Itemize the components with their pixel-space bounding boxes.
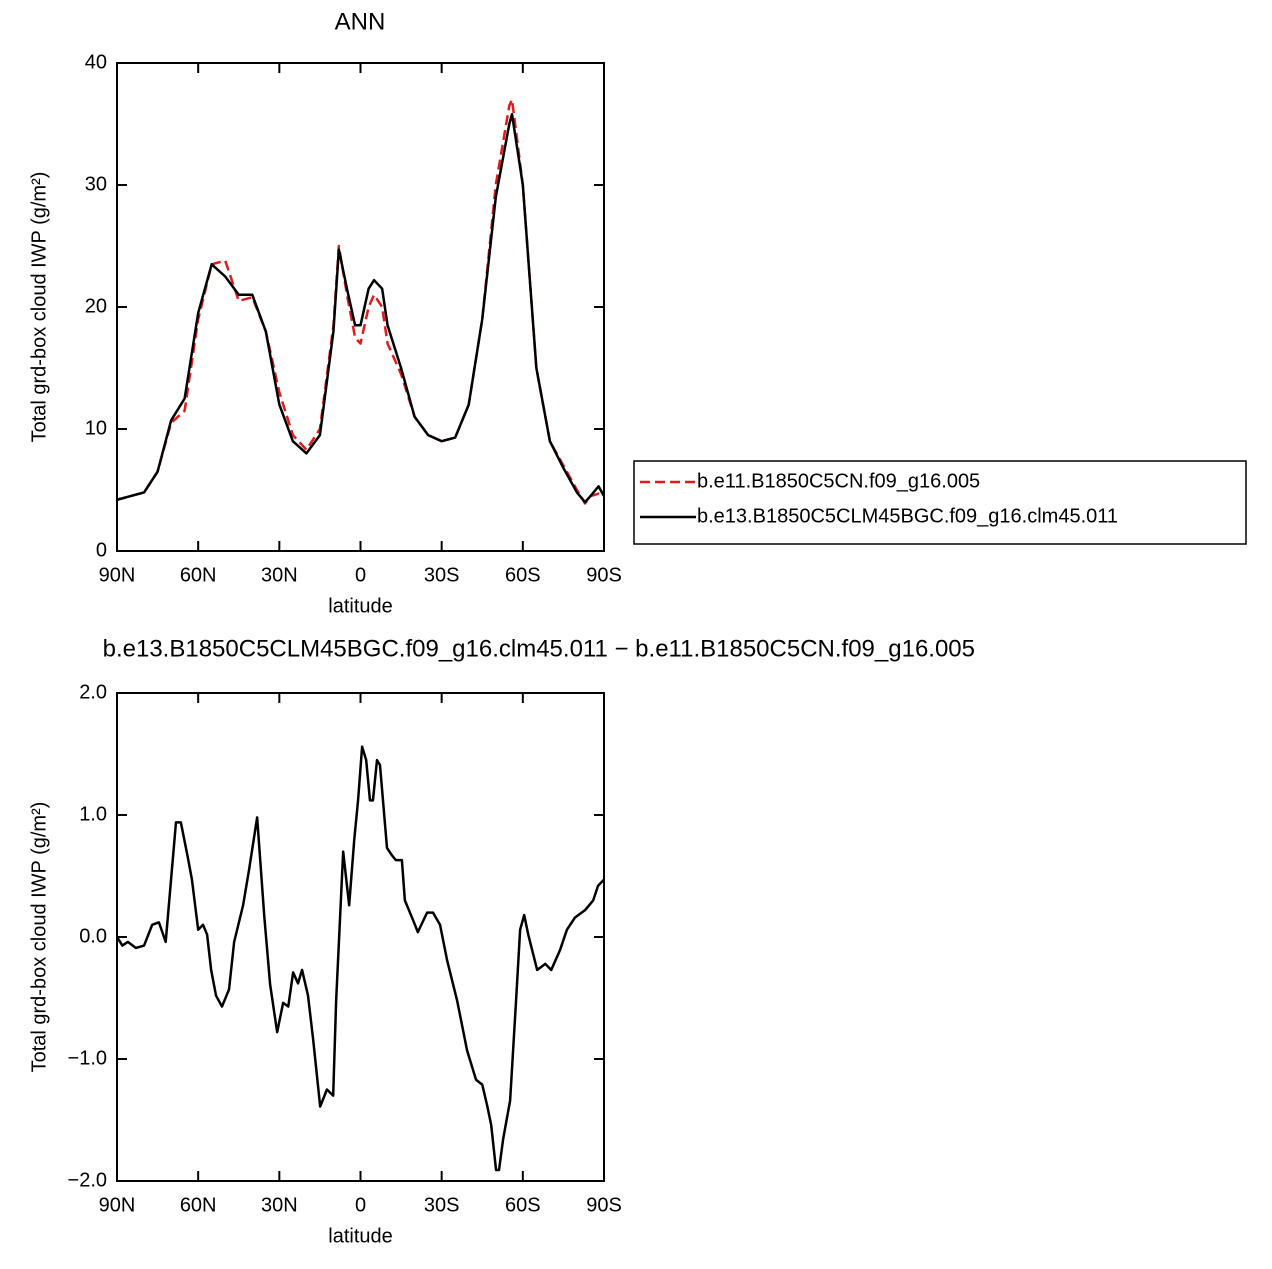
- y-axis-label: Total grd-box cloud IWP (g/m²): [28, 802, 50, 1073]
- plot-frame: [116, 62, 605, 552]
- y-tick-label: 0: [96, 539, 107, 561]
- legend-label: b.e13.B1850C5CLM45BGC.f09_g16.clm45.011: [697, 505, 1118, 527]
- y-tick-label: 10: [85, 417, 107, 439]
- series-line: [116, 112, 606, 504]
- y-tick-label: 2.0: [79, 681, 107, 703]
- y-tick-label: 40: [85, 51, 107, 73]
- x-tick-label: 60N: [180, 564, 217, 586]
- y-tick-label: −1.0: [68, 1047, 107, 1069]
- y-tick-label: 0.0: [79, 925, 107, 947]
- legend-label: b.e11.B1850C5CN.f09_g16.005: [697, 470, 980, 492]
- plot-frame: [116, 692, 605, 1182]
- x-axis-label: latitude: [328, 595, 393, 617]
- series-line: [115, 745, 605, 1172]
- legend-box: [633, 460, 1247, 545]
- x-tick-label: 30N: [261, 1194, 298, 1216]
- y-tick-label: −2.0: [68, 1169, 107, 1191]
- x-tick-label: 0: [355, 564, 366, 586]
- x-tick-label: 30S: [424, 564, 460, 586]
- x-tick-label: 90S: [586, 1194, 622, 1216]
- x-tick-label: 30N: [261, 564, 298, 586]
- x-tick-label: 30S: [424, 1194, 460, 1216]
- x-tick-label: 0: [355, 1194, 366, 1216]
- chart-title: ANN: [335, 8, 386, 35]
- x-tick-label: 90N: [99, 564, 136, 586]
- x-tick-label: 60S: [505, 564, 541, 586]
- x-tick-label: 90S: [586, 564, 622, 586]
- x-tick-label: 60N: [180, 1194, 217, 1216]
- x-tick-label: 60S: [505, 1194, 541, 1216]
- y-tick-label: 20: [85, 295, 107, 317]
- series-line: [116, 98, 605, 505]
- x-axis-label: latitude: [328, 1225, 393, 1247]
- y-tick-label: 1.0: [79, 803, 107, 825]
- x-tick-label: 90N: [99, 1194, 136, 1216]
- chart-title: b.e13.B1850C5CLM45BGC.f09_g16.clm45.011 …: [103, 635, 975, 662]
- y-tick-label: 30: [85, 173, 107, 195]
- y-axis-label: Total grd-box cloud IWP (g/m²): [28, 172, 50, 443]
